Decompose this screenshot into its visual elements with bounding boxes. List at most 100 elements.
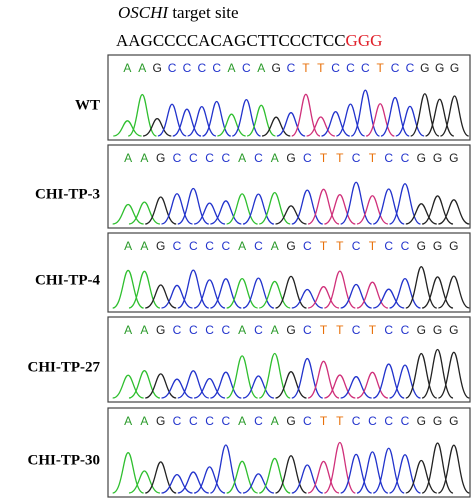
trace-peak [307, 460, 340, 494]
trace-peak [307, 360, 340, 399]
base-call: A [140, 239, 148, 253]
base-call: C [406, 61, 415, 75]
trace-peak [128, 370, 161, 399]
base-call: G [156, 323, 165, 337]
trace-peak [172, 108, 202, 137]
trace-peak [145, 373, 177, 399]
trace-peak [246, 104, 276, 137]
base-call: C [189, 151, 198, 165]
base-call: G [433, 151, 442, 165]
base-call: A [238, 414, 246, 428]
base-call: C [384, 239, 393, 253]
trace-peak [307, 188, 340, 225]
trace-peak [157, 103, 187, 137]
base-call: C [212, 61, 221, 75]
base-call: C [189, 414, 198, 428]
trace-peak [177, 471, 209, 494]
base-call: T [336, 323, 344, 337]
base-call: T [336, 151, 344, 165]
trace-peak [177, 370, 209, 399]
base-call: C [222, 151, 231, 165]
trace-peak [365, 103, 395, 137]
base-call: C [303, 414, 312, 428]
base-call: A [124, 323, 132, 337]
title: OSCHI target site [118, 3, 239, 22]
base-call: G [271, 61, 280, 75]
base-call: C [352, 414, 361, 428]
pam-sequence: GGG [346, 31, 383, 50]
base-call: C [346, 61, 355, 75]
base-call: C [197, 61, 206, 75]
base-call: C [173, 414, 182, 428]
trace-peak [340, 181, 372, 225]
base-call: A [228, 61, 236, 75]
sample-label: CHI-TP-3 [35, 187, 100, 203]
base-call: C [189, 323, 198, 337]
trace-peak [336, 103, 365, 137]
trace-peak [193, 466, 226, 494]
trace-peak [242, 277, 275, 309]
base-call: T [369, 239, 377, 253]
sample-label: CHI-TP-27 [28, 360, 101, 376]
base-call: G [417, 151, 426, 165]
trace-peak [161, 193, 193, 225]
trace-peak [421, 195, 454, 225]
trace-peak [324, 441, 356, 494]
trace-peak [324, 374, 356, 399]
trace-peak [380, 96, 410, 137]
trace-peak [421, 442, 454, 494]
trace-peak [231, 99, 261, 137]
base-call: C [205, 323, 214, 337]
base-call: T [336, 414, 344, 428]
base-call: G [450, 61, 459, 75]
trace-peak [340, 283, 372, 309]
trace-peak [145, 461, 177, 494]
trace-peak [210, 371, 242, 399]
base-call: T [336, 239, 344, 253]
base-call: G [449, 239, 458, 253]
base-call: T [320, 239, 328, 253]
trace-peak [340, 453, 372, 494]
trace-peak [438, 444, 470, 494]
panel-frame [107, 407, 471, 498]
trace-peak [112, 374, 144, 399]
trace-peak [405, 266, 438, 309]
base-call: A [257, 61, 265, 75]
trace-peak [112, 452, 144, 494]
base-call: C [352, 151, 361, 165]
trace-peak [127, 93, 157, 137]
trace-peak [389, 364, 421, 399]
trace-peak [389, 277, 421, 309]
trace-peak [440, 95, 470, 137]
base-call: C [189, 239, 198, 253]
trace-peak [226, 277, 258, 309]
trace-peak [291, 357, 324, 399]
trace-peak [142, 117, 172, 137]
trace-peak [350, 89, 380, 137]
base-call: G [435, 61, 444, 75]
base-call: C [352, 239, 361, 253]
trace-peak [291, 464, 323, 494]
base-call: C [401, 151, 410, 165]
trace-peak [307, 286, 340, 309]
base-call: C [254, 151, 263, 165]
trace-peak [112, 269, 144, 309]
trace-peak [395, 105, 425, 137]
trace-peak [226, 193, 258, 225]
base-call: C [168, 61, 177, 75]
trace-peak [210, 444, 242, 494]
trace-peak [145, 284, 177, 309]
trace-peak [226, 355, 258, 399]
base-call: G [449, 323, 458, 337]
base-call: G [420, 61, 429, 75]
base-call: C [183, 61, 192, 75]
trace-peak [242, 193, 275, 225]
base-call: C [254, 414, 263, 428]
base-call: A [238, 323, 246, 337]
sample-label: CHI-TP-30 [28, 453, 101, 469]
trace-peak [259, 280, 291, 309]
base-call: C [401, 323, 410, 337]
base-call: A [271, 323, 279, 337]
trace-peak [372, 363, 405, 399]
